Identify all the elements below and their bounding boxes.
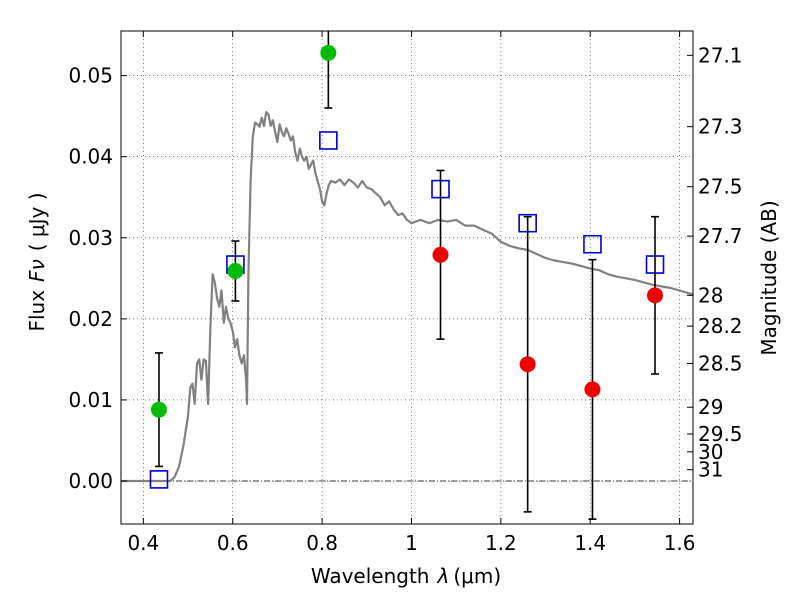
plot-content <box>121 31 693 520</box>
y-axis-label-units: ( μJy ) <box>25 192 49 251</box>
x-tick-label: 0.4 <box>127 531 159 555</box>
magnitude-tick-label: 28.2 <box>698 314 743 338</box>
magnitude-tick-label: 29.5 <box>698 422 743 446</box>
magnitude-tick-label: 29 <box>698 395 723 419</box>
y-tick-label: 0.01 <box>68 388 113 412</box>
y-tick-label: 0.03 <box>68 226 113 250</box>
x-axis-label: Wavelength λ (μm) <box>311 564 501 588</box>
y-tick-label: 0.05 <box>68 64 113 88</box>
y-axis-label-text: Flux <box>25 290 49 332</box>
x-tick-label: 1.6 <box>664 531 696 555</box>
magnitude-tick-label: 28.5 <box>698 351 743 375</box>
magnitude-axis-label: Magnitude (AB) <box>757 200 781 355</box>
axes-frame <box>120 30 694 525</box>
non-detection-point <box>647 287 664 304</box>
x-axis-label-text: Wavelength <box>311 564 430 588</box>
y-tick-label: 0.00 <box>68 469 113 493</box>
magnitude-tick-label: 27.7 <box>698 224 743 248</box>
magnitude-tick-label: 27.5 <box>698 175 743 199</box>
x-tick-label: 0.8 <box>306 531 338 555</box>
non-detection-point <box>432 246 449 263</box>
model-spectrum-line <box>121 111 693 483</box>
x-tick-label: 1.2 <box>485 531 517 555</box>
y-axis-label-symbol: Fν <box>25 259 49 282</box>
x-tick-label: 0.6 <box>217 531 249 555</box>
non-detection-point <box>519 356 536 373</box>
model-band-flux-marker <box>149 470 169 489</box>
magnitude-tick-label: 28 <box>698 283 723 307</box>
y-tick-label: 0.02 <box>68 307 113 331</box>
ticks: 0.4 0.6 0.8 1 1.2 1.4 1.6 0.00 0.01 0.02 0.03 0.04 0… <box>68 31 743 555</box>
model-band-flux-marker <box>583 234 602 254</box>
plot-area <box>121 31 693 520</box>
model-band-flux-marker <box>319 131 338 150</box>
detection-point <box>150 401 167 418</box>
magnitude-tick-label: 31 <box>698 458 723 482</box>
magnitude-tick-label: 27.3 <box>698 115 743 139</box>
y-tick-label: 0.04 <box>68 145 113 169</box>
y-axis-label: Flux Fν ( μJy ) <box>25 192 49 331</box>
x-axis-label-units: (μm) <box>453 564 501 588</box>
x-axis-label-symbol: λ <box>437 564 450 588</box>
magnitude-tick-label: 27.1 <box>698 43 743 67</box>
detection-point <box>227 263 244 280</box>
detection-point <box>320 44 337 61</box>
non-detection-point <box>584 381 601 398</box>
x-tick-label: 1.4 <box>574 531 606 555</box>
x-tick-label: 1 <box>405 531 418 555</box>
magnitude-tick-label: 30 <box>698 440 723 464</box>
